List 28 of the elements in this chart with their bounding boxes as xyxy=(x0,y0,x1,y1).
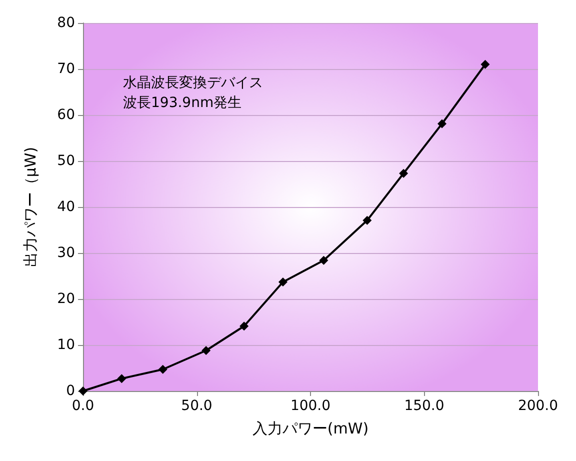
annotation: 波長193.9nm発生 xyxy=(123,95,242,111)
y-tick-label: 30 xyxy=(57,245,75,261)
y-tick-label: 40 xyxy=(57,199,75,215)
y-tick-label: 10 xyxy=(57,337,75,353)
point xyxy=(480,60,490,69)
x-tick-label: 150.0 xyxy=(404,398,444,414)
point xyxy=(319,256,328,265)
y-axis-title: 出力パワー（μW) xyxy=(22,146,40,268)
x-tick-label: 0.0 xyxy=(72,398,94,414)
point xyxy=(278,277,288,286)
y-tick-label: 80 xyxy=(57,15,75,31)
point xyxy=(117,374,126,384)
annotation: 水晶波長変換デバイス xyxy=(123,75,263,91)
point xyxy=(158,364,168,374)
y-tick-label: 0 xyxy=(66,383,75,399)
point xyxy=(240,322,249,331)
x-axis-title: 入力パワー(mW) xyxy=(252,420,369,438)
point xyxy=(202,346,211,356)
point xyxy=(399,168,408,178)
point xyxy=(437,119,446,128)
y-tick-label: 60 xyxy=(57,107,75,123)
x-tick-label: 50.0 xyxy=(181,398,212,414)
x-tick-label: 200.0 xyxy=(518,398,558,414)
y-tick-label: 70 xyxy=(57,61,75,77)
y-tick-label: 50 xyxy=(57,153,75,169)
point xyxy=(362,216,372,225)
x-tick-label: 100.0 xyxy=(290,398,331,414)
y-tick-label: 20 xyxy=(57,291,75,307)
